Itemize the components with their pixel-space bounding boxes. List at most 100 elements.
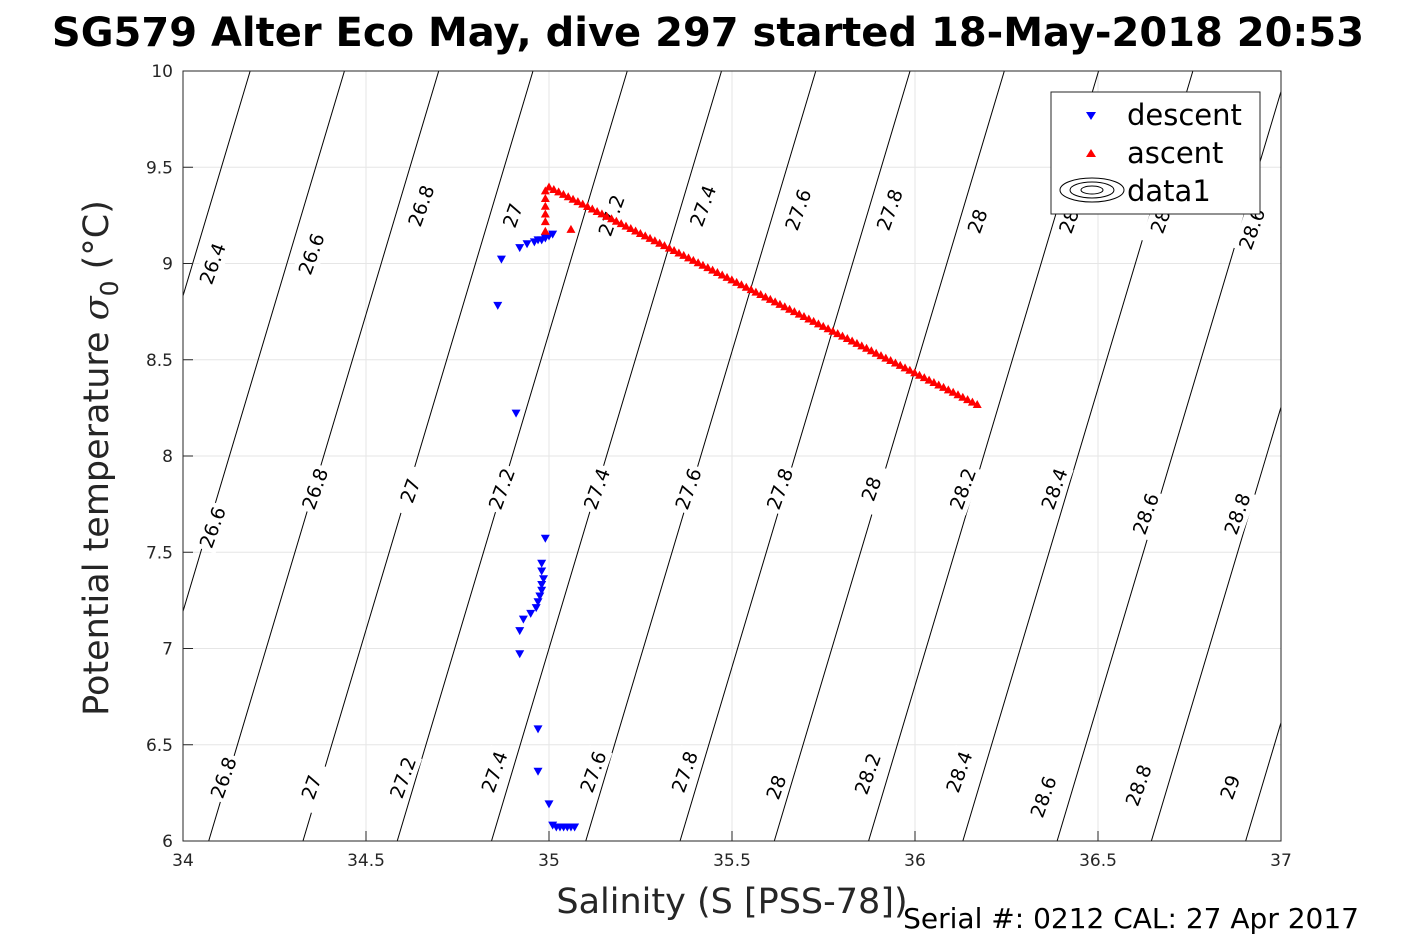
ascent-point bbox=[972, 400, 982, 409]
ascent-point bbox=[929, 378, 939, 387]
legend: descent ascent data1 bbox=[1050, 91, 1261, 215]
contour-label-bg bbox=[573, 745, 613, 799]
contour-label-bg bbox=[1210, 760, 1250, 814]
ascent-point bbox=[712, 268, 722, 277]
contour-label-bg bbox=[683, 179, 723, 233]
ascent-point bbox=[828, 326, 838, 335]
contour-label-bg bbox=[1217, 487, 1257, 541]
contour-label-bg bbox=[1023, 770, 1063, 824]
contour-label-bg bbox=[203, 750, 243, 805]
ascent-point bbox=[900, 363, 910, 372]
ascent-point bbox=[789, 307, 799, 316]
y-tick-label: 6 bbox=[162, 832, 173, 852]
contour-label: 26.6 bbox=[196, 504, 231, 551]
ascent-point bbox=[693, 258, 703, 267]
ascent-point bbox=[761, 292, 771, 301]
isopycnal-line bbox=[679, 71, 911, 841]
contour-label-bg bbox=[192, 236, 232, 291]
x-tick-label: 35 bbox=[538, 851, 560, 871]
ascent-point bbox=[886, 356, 896, 365]
ascent-point bbox=[669, 246, 679, 255]
ascent-point bbox=[540, 217, 550, 226]
ascent-point bbox=[910, 368, 920, 377]
x-tick-label: 36.5 bbox=[1079, 851, 1117, 871]
legend-data1-label: data1 bbox=[1127, 174, 1211, 208]
ascent-point bbox=[799, 312, 809, 321]
ascent-point bbox=[544, 182, 554, 191]
grid-lines bbox=[183, 71, 1281, 841]
isopycnal-line bbox=[491, 71, 722, 841]
contour-label: 27.8 bbox=[873, 186, 908, 233]
contour-label-bg bbox=[1034, 462, 1074, 516]
contour-label-bg bbox=[401, 179, 441, 233]
x-tick-label: 34 bbox=[172, 851, 194, 871]
contour-label: 27.2 bbox=[485, 465, 520, 512]
contour-label-bg bbox=[869, 182, 909, 237]
contour-label: 27.6 bbox=[671, 465, 706, 512]
contour-label-bg bbox=[939, 745, 979, 799]
ascent-point bbox=[635, 228, 645, 237]
ascent-point bbox=[540, 201, 550, 210]
contour-label: 28.8 bbox=[1220, 490, 1255, 537]
ascent-point bbox=[809, 316, 819, 325]
contour-label-bg bbox=[1126, 487, 1166, 541]
legend-ascent-label: ascent bbox=[1127, 136, 1223, 170]
ascent-point bbox=[631, 226, 641, 235]
ascent-point bbox=[934, 380, 944, 389]
ascent-point bbox=[837, 331, 847, 340]
descent-point bbox=[522, 240, 532, 249]
y-tick-label: 10 bbox=[151, 62, 173, 82]
ascent-point bbox=[794, 309, 804, 318]
x-tick-label: 34.5 bbox=[347, 851, 385, 871]
contour-label: 27.8 bbox=[763, 465, 798, 512]
y-axis-label: Potential temperature σ0 (°C) bbox=[77, 200, 124, 716]
ascent-point bbox=[717, 270, 727, 279]
ascent-point bbox=[655, 238, 665, 247]
ascent-point bbox=[645, 233, 655, 242]
descent-point bbox=[537, 586, 547, 595]
ascent-point bbox=[847, 336, 857, 345]
ascent-point bbox=[857, 341, 867, 350]
contour-label: 28.8 bbox=[1122, 762, 1157, 809]
ascent-point bbox=[871, 348, 881, 357]
ascent-point bbox=[640, 231, 650, 240]
descent-point bbox=[515, 244, 525, 253]
contour-label: 28.2 bbox=[946, 465, 981, 512]
ascent-point bbox=[958, 392, 968, 401]
descent-point bbox=[535, 592, 545, 601]
contour-label: 28.6 bbox=[1129, 490, 1164, 537]
ascent-point bbox=[722, 272, 732, 281]
descent-point bbox=[548, 230, 558, 239]
descent-point bbox=[537, 559, 547, 568]
contour-label-bg bbox=[390, 463, 430, 518]
ascent-point bbox=[833, 329, 843, 338]
ascent-point bbox=[746, 285, 756, 294]
isopycnal-line bbox=[396, 71, 628, 841]
isopycnal-line bbox=[183, 71, 345, 614]
contour-label: 27.4 bbox=[580, 465, 615, 512]
ascent-point bbox=[573, 197, 583, 206]
isopycnal-line bbox=[773, 71, 1005, 841]
legend-descent-marker bbox=[1086, 112, 1096, 120]
ascent-point bbox=[540, 226, 550, 235]
ascent-point bbox=[650, 236, 660, 245]
contour-label-bg bbox=[291, 760, 331, 814]
contour-label: 28.4 bbox=[942, 748, 977, 795]
descent-point bbox=[544, 800, 554, 809]
contour-label-bg bbox=[1232, 202, 1272, 256]
contour-label-bg bbox=[192, 500, 232, 554]
ascent-point bbox=[540, 209, 550, 218]
ascent-point bbox=[566, 224, 576, 233]
ascent-point bbox=[943, 385, 953, 394]
ascent-point bbox=[765, 294, 775, 303]
contour-label-bg bbox=[778, 182, 818, 237]
ascent-point bbox=[732, 277, 742, 286]
contour-label-bg bbox=[474, 745, 514, 799]
isopycnal-line bbox=[183, 71, 251, 298]
contour-label-bg bbox=[295, 462, 335, 516]
y-tick-label: 6.5 bbox=[146, 736, 173, 756]
legend-contour-icon bbox=[1059, 177, 1125, 203]
descent-point bbox=[540, 534, 550, 543]
ascent-point bbox=[679, 250, 689, 259]
ascent-point bbox=[866, 346, 876, 355]
